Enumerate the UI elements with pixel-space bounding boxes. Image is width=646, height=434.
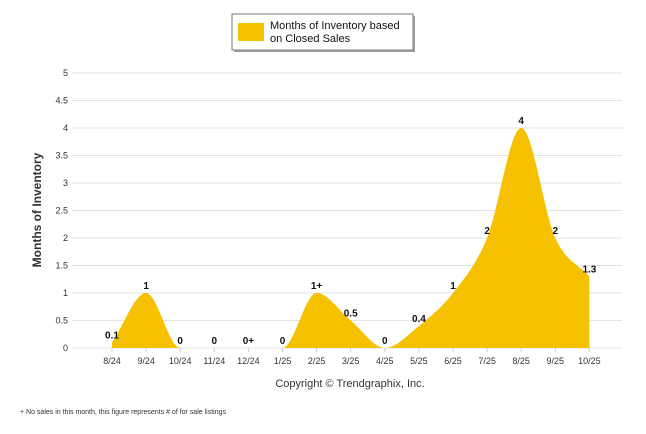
data-label: 0	[382, 336, 388, 347]
x-tick-label: 9/24	[137, 356, 155, 366]
data-label: 1	[143, 281, 149, 292]
data-label: 0	[212, 336, 218, 347]
legend-swatch	[238, 23, 264, 41]
data-label: 4	[518, 116, 524, 127]
data-label: 0	[280, 336, 286, 347]
x-tick-label: 4/25	[376, 356, 394, 366]
legend-shadow-bottom	[234, 50, 415, 52]
legend: Months of Inventory based on Closed Sale…	[231, 13, 415, 52]
area-series-months-of-inventory	[112, 128, 590, 348]
x-tick-label: 9/25	[547, 356, 565, 366]
legend-shadow	[413, 16, 415, 52]
x-tick-label: 6/25	[444, 356, 462, 366]
footnote-text: + No sales in this month, this figure re…	[20, 409, 227, 416]
y-tick-label: 2	[63, 233, 68, 243]
y-axis-ticks: 0 0.5 1 1.5 2 2.5 3 3.5 4 4.5 5	[55, 68, 68, 353]
x-tick-label: 3/25	[342, 356, 360, 366]
y-tick-label: 4.5	[55, 96, 68, 106]
y-tick-label: 3	[63, 178, 68, 188]
x-tick-label: 8/24	[103, 356, 121, 366]
y-tick-label: 1.5	[55, 261, 68, 271]
data-label: 1.3	[582, 265, 596, 276]
y-tick-label: 0.5	[55, 316, 68, 326]
legend-label-line1: Months of Inventory based	[270, 20, 400, 32]
x-axis-ticks: 8/24 9/24 10/24 11/24 12/24 1/25 2/25 3/25 4/25 5…	[103, 348, 601, 366]
data-label: 0.4	[412, 314, 426, 325]
x-tick-label: 10/25	[578, 356, 601, 366]
data-label: 2	[553, 226, 559, 237]
y-axis-title: Months of Inventory	[30, 152, 44, 267]
data-label: 2	[484, 226, 490, 237]
x-tick-label: 11/24	[203, 356, 225, 366]
copyright-text: Copyright © Trendgraphix, Inc.	[275, 378, 424, 390]
data-label: 0	[177, 336, 183, 347]
x-tick-label: 7/25	[478, 356, 496, 366]
legend-label-line2: on Closed Sales	[270, 33, 351, 45]
y-tick-label: 3.5	[55, 151, 68, 161]
data-label: 0.5	[344, 309, 358, 320]
x-tick-label: 12/24	[237, 356, 260, 366]
y-tick-label: 5	[63, 68, 68, 78]
y-tick-label: 1	[63, 288, 68, 298]
data-labels: 0.1 1 0 0 0+ 0 1+ 0.5 0 0.4 1 2 4 2 1.3	[105, 116, 597, 347]
data-label: 1	[450, 281, 456, 292]
y-tick-label: 0	[63, 343, 68, 353]
y-tick-label: 4	[63, 123, 68, 133]
data-label: 0.1	[105, 331, 119, 342]
x-tick-label: 8/25	[512, 356, 530, 366]
y-tick-label: 2.5	[55, 206, 68, 216]
x-tick-label: 2/25	[308, 356, 326, 366]
data-label: 1+	[311, 281, 323, 292]
x-tick-label: 1/25	[274, 356, 292, 366]
x-tick-label: 10/24	[169, 356, 192, 366]
x-tick-label: 5/25	[410, 356, 428, 366]
data-label: 0+	[243, 336, 255, 347]
